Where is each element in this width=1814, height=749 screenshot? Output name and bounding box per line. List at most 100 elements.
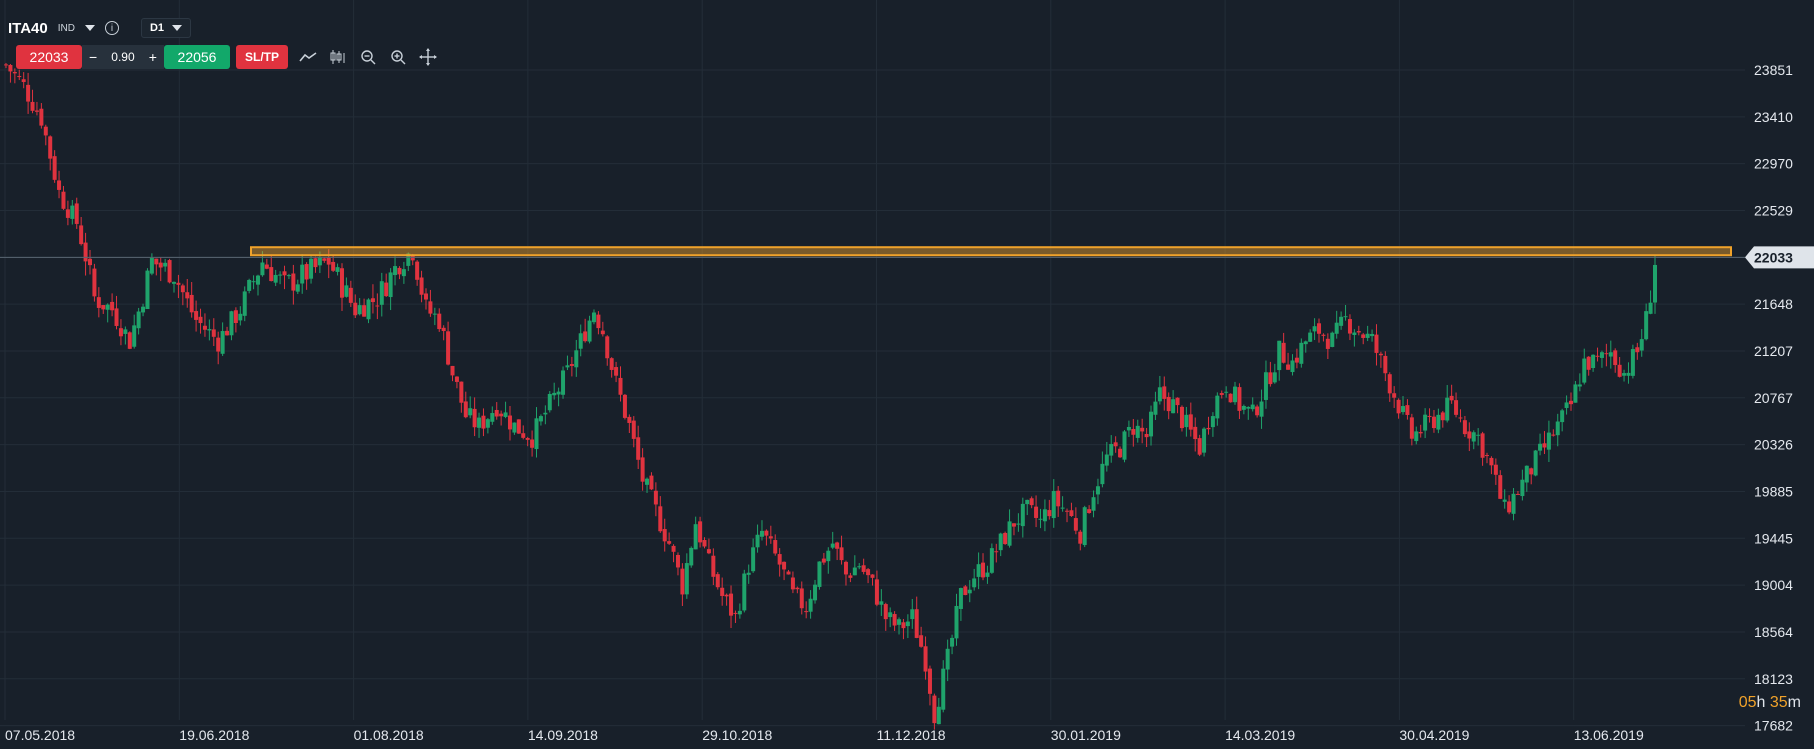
candle-body — [516, 419, 521, 434]
candle-body — [1286, 364, 1291, 370]
candle-body — [216, 337, 221, 352]
symbol-dropdown-chevron-icon[interactable] — [84, 25, 95, 31]
candle-body — [1113, 442, 1118, 447]
candle-body — [127, 332, 132, 349]
candle-body — [48, 136, 53, 159]
timeframe-value: D1 — [149, 22, 165, 34]
current-price-marker: 22033 — [0, 246, 1814, 269]
candle-body — [1427, 415, 1432, 417]
candle-body — [273, 274, 278, 283]
symbol-name[interactable]: ITA40 — [8, 19, 48, 37]
lot-increase-button[interactable]: + — [148, 49, 157, 65]
candle-body — [1401, 406, 1406, 413]
candle-body — [171, 281, 176, 284]
candle-body — [57, 180, 62, 190]
candle-body — [384, 282, 389, 297]
candle-body — [578, 333, 583, 349]
candle-body — [591, 312, 596, 323]
line-chart-icon[interactable] — [298, 47, 318, 67]
candlestick-icon[interactable] — [328, 47, 348, 67]
x-tick-label: 07.05.2018 — [5, 727, 75, 743]
candle-body — [830, 543, 835, 548]
candle-body — [423, 293, 428, 300]
candle-body — [353, 302, 358, 316]
candle-body — [729, 593, 734, 616]
candle-body — [950, 637, 955, 647]
crosshair-icon[interactable] — [418, 47, 438, 67]
candle-body — [322, 258, 327, 261]
candle-body — [1471, 432, 1476, 442]
trade-toolbar: 22033 − 0.90 + 22056 SL/TP — [16, 45, 438, 69]
candle-body — [406, 253, 411, 266]
candle-body — [357, 305, 362, 315]
y-tick-label: 22529 — [1754, 202, 1793, 218]
lot-decrease-button[interactable]: − — [89, 49, 98, 65]
candle-body — [1153, 401, 1158, 415]
candle-body — [1060, 507, 1065, 509]
zoom-in-icon[interactable] — [388, 47, 408, 67]
candle-body — [454, 376, 459, 382]
x-tick-label: 19.06.2018 — [179, 727, 249, 743]
lot-size-value[interactable]: 0.90 — [111, 50, 135, 64]
candle-body — [70, 205, 75, 219]
candle-body — [459, 381, 464, 403]
buy-button[interactable]: 22056 — [164, 45, 230, 69]
candle-body — [1387, 374, 1392, 394]
candle-body — [362, 305, 367, 317]
candle-body — [1294, 357, 1299, 363]
candle-body — [715, 574, 720, 588]
candle-body — [132, 325, 137, 347]
candle-body — [1051, 490, 1056, 519]
candle-body — [441, 327, 446, 332]
candle-body — [530, 439, 535, 448]
candle-body — [609, 358, 614, 370]
candle-body — [649, 475, 654, 490]
zoom-out-icon[interactable] — [358, 47, 378, 67]
candle-body — [1237, 387, 1242, 411]
candle-body — [101, 305, 106, 310]
candle-body — [375, 305, 380, 307]
candle-body — [653, 490, 658, 505]
candle-body — [1347, 319, 1352, 334]
candle-body — [17, 76, 22, 78]
candle-body — [198, 316, 203, 324]
candle-body — [1003, 532, 1008, 545]
candle-body — [759, 530, 764, 537]
candle-body — [569, 364, 574, 366]
candle-body — [74, 203, 79, 224]
candle-body — [1263, 372, 1268, 400]
sell-button[interactable]: 22033 — [16, 45, 82, 69]
candle-body — [618, 377, 623, 395]
candle-body — [843, 561, 848, 575]
candle-body — [1135, 425, 1140, 438]
candle-body — [963, 586, 968, 596]
candle-body — [1378, 353, 1383, 356]
candle-body — [366, 299, 371, 320]
resistance-zone — [250, 246, 1732, 257]
candle-body — [1440, 412, 1445, 421]
candle-body — [826, 550, 831, 562]
candle-body — [1431, 416, 1436, 429]
candle-body — [52, 156, 57, 180]
candle-body — [1599, 352, 1604, 358]
candle-body — [574, 350, 579, 368]
candle-body — [264, 264, 269, 269]
candle-body — [1312, 326, 1317, 332]
candle-body — [295, 284, 300, 292]
candle-body — [680, 568, 685, 595]
sl-tp-button[interactable]: SL/TP — [236, 45, 288, 69]
info-icon[interactable]: i — [104, 21, 119, 35]
candle-body — [799, 588, 804, 609]
candle-body — [472, 408, 477, 428]
timer-minutes: 35 — [1769, 694, 1788, 711]
candle-body — [123, 329, 128, 334]
timeframe-select[interactable]: D1 — [140, 18, 192, 38]
candle-body — [1591, 354, 1596, 369]
candle-body — [194, 311, 199, 320]
candle-body — [702, 539, 707, 547]
y-tick-label: 17682 — [1754, 718, 1793, 734]
candle-body — [1409, 417, 1414, 439]
candle-body — [874, 579, 879, 605]
candle-body — [335, 267, 340, 272]
